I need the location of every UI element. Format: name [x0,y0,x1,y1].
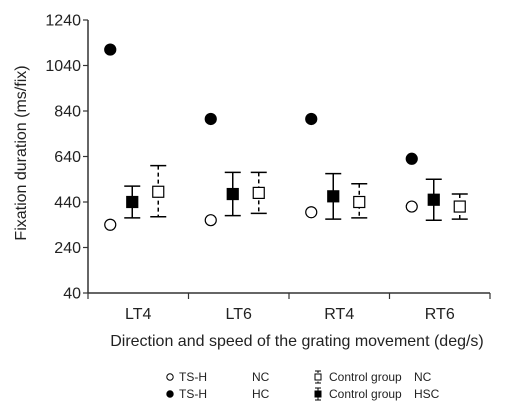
series [124,171,442,221]
y-tick-label: 640 [54,149,81,166]
legend-condition-label: NC [252,370,270,384]
y-ticks: 40 240 440 640 840 1040 1240 [45,13,88,303]
point-open-circle [305,206,318,219]
legend-item: Control group HSC [314,387,440,401]
point-filled-circle [305,112,318,126]
legend-marker [314,373,322,381]
axes [87,20,490,294]
point-filled-square [126,195,139,209]
point-open-square [152,185,165,198]
x-tick-label: RT6 [425,306,455,323]
point-filled-circle [204,112,217,126]
legend-condition-label: HC [252,387,270,401]
y-tick-label: 840 [54,104,81,121]
y-axis-label: Fixation duration (ms/fix) [13,65,30,240]
point-filled-circle [405,152,418,165]
data-marks [104,43,468,231]
y-tick-label: 1040 [45,58,81,75]
x-tick-label: LT4 [125,306,151,323]
series [104,43,418,165]
legend-condition-label: NC [414,370,432,384]
series [104,200,418,231]
x-tick-label: RT4 [324,306,354,323]
y-tick-label: 40 [63,286,81,303]
point-filled-circle [104,43,117,56]
legend-marker [166,373,174,381]
x-ticks: LT4 LT6 RT4 RT6 [87,293,491,323]
legend-group-label: TS-H [179,387,207,401]
y-tick-label: 440 [54,195,81,212]
y-tick-label: 240 [54,240,81,257]
legend-group-label: TS-H [179,370,207,384]
legend-marker [166,390,174,398]
point-open-circle [204,214,217,227]
point-filled-square [327,190,340,203]
point-open-circle [405,200,418,213]
point-open-square [252,186,265,199]
point-open-circle [104,218,117,231]
legend-marker [314,390,322,398]
y-tick-label: 1240 [45,13,81,30]
point-open-square [353,195,366,209]
point-open-square [453,200,466,213]
legend-item: TS-H NC [166,370,270,384]
legend-group-label: Control group [329,387,402,401]
legend-item: TS-H HC [166,387,270,401]
x-axis-label: Direction and speed of the grating movem… [110,333,484,350]
legend-condition-label: HSC [414,387,440,401]
legend-item: Control group NC [314,370,432,384]
point-filled-square [226,187,239,201]
series [150,164,468,220]
point-filled-square [427,193,440,206]
legend-group-label: Control group [329,370,402,384]
x-tick-label: LT6 [226,306,252,323]
